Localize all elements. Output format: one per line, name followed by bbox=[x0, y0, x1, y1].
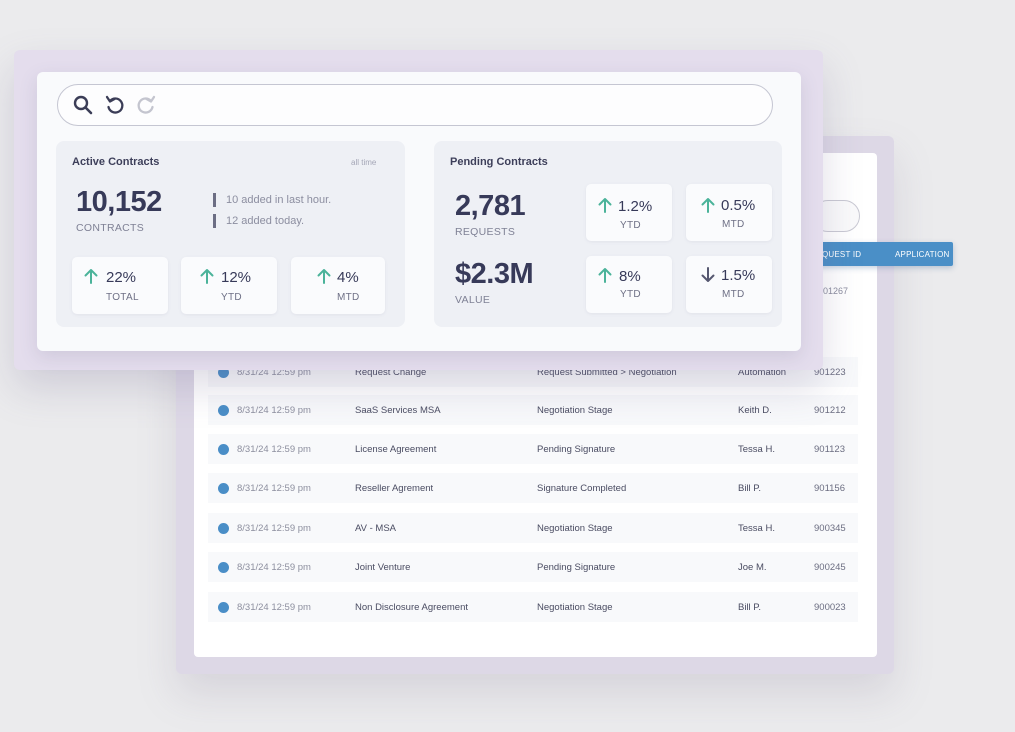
row-date: 8/31/24 12:59 pm bbox=[237, 444, 311, 455]
arrow-up-icon bbox=[701, 198, 715, 213]
status-dot-icon bbox=[218, 562, 229, 573]
arrow-up-icon bbox=[200, 269, 214, 284]
table-row[interactable]: 8/31/24 12:59 pm Non Disclosure Agreemen… bbox=[208, 592, 858, 622]
undo-icon[interactable] bbox=[104, 94, 126, 116]
search-icon[interactable] bbox=[72, 94, 94, 116]
row-date: 8/31/24 12:59 pm bbox=[237, 602, 311, 613]
stat-card-value-mtd: 1.5% MTD bbox=[686, 256, 772, 313]
status-dot-icon bbox=[218, 444, 229, 455]
stat-card-mtd: 4% MTD bbox=[291, 257, 385, 314]
stat-label: YTD bbox=[620, 289, 641, 300]
stat-label: MTD bbox=[337, 292, 360, 303]
row-person: Bill P. bbox=[738, 483, 762, 494]
row-title: Joint Venture bbox=[355, 562, 411, 573]
arrow-up-icon bbox=[598, 268, 612, 283]
row-person: Tessa H. bbox=[738, 523, 775, 534]
active-contracts-count: 10,152 bbox=[76, 186, 162, 218]
stat-label: MTD bbox=[722, 289, 745, 300]
row-date: 8/31/24 12:59 pm bbox=[237, 523, 311, 534]
row-date: 8/31/24 12:59 pm bbox=[237, 483, 311, 494]
pending-requests-label: REQUESTS bbox=[455, 226, 516, 238]
row-id: 901156 bbox=[814, 483, 845, 494]
row-date: 8/31/24 12:59 pm bbox=[237, 405, 311, 416]
table-row[interactable]: 8/31/24 12:59 pm Reseller Agrement Signa… bbox=[208, 473, 858, 503]
row-stage: Pending Signature bbox=[537, 562, 616, 573]
partial-row-id: 901267 bbox=[818, 286, 849, 296]
pending-requests-count: 2,781 bbox=[455, 190, 526, 222]
row-person: Tessa H. bbox=[738, 444, 775, 455]
arrow-up-icon bbox=[598, 198, 612, 213]
stat-card-requests-mtd: 0.5% MTD bbox=[686, 184, 772, 241]
arrow-up-icon bbox=[317, 269, 331, 284]
row-date: 8/31/24 12:59 pm bbox=[237, 367, 311, 378]
row-id: 901212 bbox=[814, 405, 846, 416]
table-row[interactable]: 8/31/24 12:59 pm Joint Venture Pending S… bbox=[208, 552, 858, 582]
row-date: 8/31/24 12:59 pm bbox=[237, 562, 311, 573]
status-dot-icon bbox=[218, 405, 229, 416]
row-stage: Request Submitted > Negotiation bbox=[537, 367, 677, 378]
row-person: Keith D. bbox=[738, 405, 772, 416]
stat-value: 22% bbox=[106, 269, 137, 286]
row-id: 901123 bbox=[814, 444, 845, 455]
search-bar[interactable] bbox=[57, 84, 773, 126]
table-row[interactable]: 8/31/24 12:59 pm SaaS Services MSA Negot… bbox=[208, 395, 858, 425]
stat-value: 12% bbox=[221, 269, 252, 286]
stat-value: 1.5% bbox=[721, 267, 756, 284]
stat-value: 8% bbox=[619, 268, 641, 285]
row-id: 900245 bbox=[814, 562, 846, 573]
stat-label: TOTAL bbox=[106, 292, 139, 303]
row-stage: Pending Signature bbox=[537, 444, 616, 455]
row-title: License Agreement bbox=[355, 444, 437, 455]
row-id: 900345 bbox=[814, 523, 846, 534]
row-stage: Signature Completed bbox=[537, 483, 627, 494]
active-contracts-title: Active Contracts bbox=[72, 156, 160, 168]
status-dot-icon bbox=[218, 602, 229, 613]
row-title: SaaS Services MSA bbox=[355, 405, 441, 416]
redo-icon[interactable] bbox=[135, 94, 157, 116]
row-id: 900023 bbox=[814, 602, 846, 613]
row-title: Request Change bbox=[355, 367, 427, 378]
status-dot-icon bbox=[218, 367, 229, 378]
activity-note: 12 added today. bbox=[213, 214, 304, 228]
row-stage: Negotiation Stage bbox=[537, 602, 613, 613]
active-contracts-count-label: CONTRACTS bbox=[76, 222, 145, 234]
stat-card-ytd: 12% YTD bbox=[181, 257, 277, 314]
column-application[interactable]: APPLICATION bbox=[895, 250, 950, 259]
row-stage: Negotiation Stage bbox=[537, 523, 613, 534]
table-column-header: QUEST ID APPLICATION bbox=[812, 242, 953, 266]
stat-card-requests-ytd: 1.2% YTD bbox=[586, 184, 672, 241]
row-stage: Negotiation Stage bbox=[537, 405, 613, 416]
stat-label: MTD bbox=[722, 219, 745, 230]
status-dot-icon bbox=[218, 483, 229, 494]
stat-card-value-ytd: 8% YTD bbox=[586, 256, 672, 313]
pending-contracts-title: Pending Contracts bbox=[450, 156, 548, 168]
column-request-id[interactable]: QUEST ID bbox=[822, 250, 862, 259]
pending-value: $2.3M bbox=[455, 258, 534, 290]
stat-value: 1.2% bbox=[618, 198, 653, 215]
arrow-down-icon bbox=[701, 267, 715, 282]
row-person: Bill P. bbox=[738, 602, 762, 613]
stat-label: YTD bbox=[221, 292, 242, 303]
arrow-up-icon bbox=[84, 269, 98, 284]
stat-label: YTD bbox=[620, 220, 641, 231]
active-contracts-range[interactable]: all time bbox=[351, 158, 377, 167]
table-row[interactable]: 8/31/24 12:59 pm License Agreement Pendi… bbox=[208, 434, 858, 464]
row-person: Automation bbox=[738, 367, 787, 378]
activity-note: 10 added in last hour. bbox=[213, 193, 331, 207]
status-dot-icon bbox=[218, 523, 229, 534]
pending-value-label: VALUE bbox=[455, 294, 491, 306]
row-title: Non Disclosure Agreement bbox=[355, 602, 468, 613]
stat-card-total: 22% TOTAL bbox=[72, 257, 168, 314]
row-person: Joe M. bbox=[738, 562, 767, 573]
row-title: Reseller Agrement bbox=[355, 483, 434, 494]
row-title: AV - MSA bbox=[355, 523, 396, 534]
table-row[interactable]: 8/31/24 12:59 pm AV - MSA Negotiation St… bbox=[208, 513, 858, 543]
stat-value: 4% bbox=[337, 269, 359, 286]
stat-value: 0.5% bbox=[721, 197, 756, 214]
row-id: 901223 bbox=[814, 367, 846, 378]
